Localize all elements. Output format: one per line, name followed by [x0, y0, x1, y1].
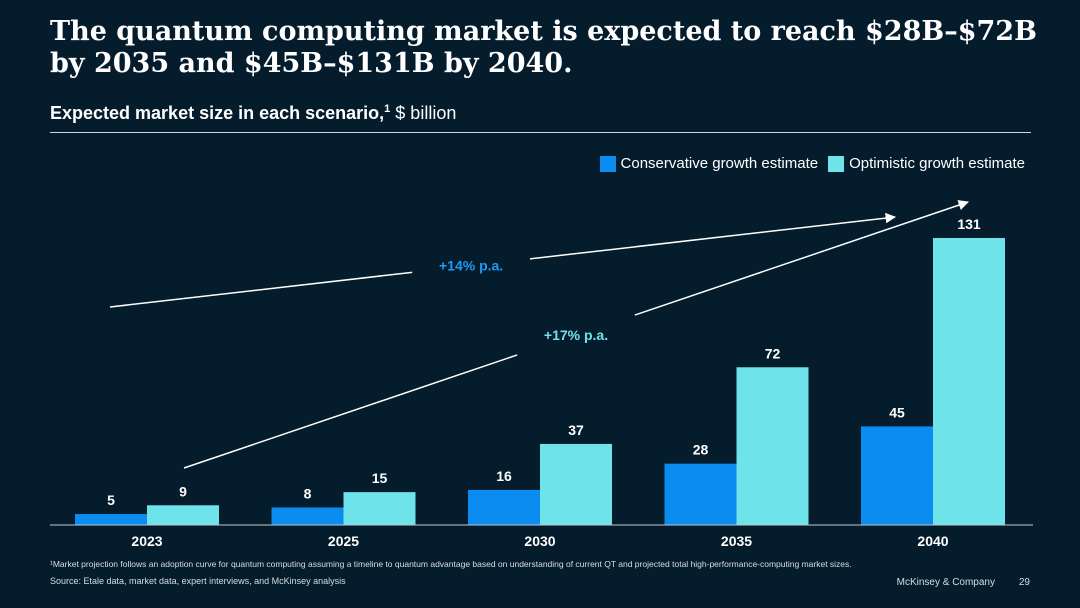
cagr-optimistic-label: +17% p.a. — [544, 327, 608, 343]
bar-conservative-2030 — [468, 489, 540, 525]
page-title: The quantum computing market is expected… — [50, 16, 1037, 79]
bar-optimistic-2035 — [736, 367, 809, 525]
x-tick-2025: 2025 — [328, 533, 359, 549]
bar-conservative-2025 — [271, 507, 344, 525]
data-label-conservative-2030: 16 — [496, 468, 512, 484]
bar-optimistic-2040 — [933, 238, 1005, 525]
brand-name: McKinsey & Company — [896, 577, 995, 588]
x-tick-2035: 2035 — [721, 533, 752, 549]
data-label-optimistic-2023: 9 — [179, 483, 187, 499]
x-tick-2030: 2030 — [524, 533, 555, 549]
data-label-conservative-2025: 8 — [304, 485, 312, 501]
data-label-optimistic-2030: 37 — [568, 422, 584, 438]
data-label-conservative-2040: 45 — [889, 404, 905, 420]
data-label-optimistic-2035: 72 — [765, 345, 781, 361]
bar-optimistic-2025 — [343, 492, 416, 525]
data-label-conservative-2035: 28 — [693, 442, 709, 458]
x-tick-2040: 2040 — [917, 533, 948, 549]
cagr-conservative-label: +14% p.a. — [439, 258, 503, 274]
bar-conservative-2040 — [861, 426, 933, 525]
subtitle-bold: Expected market size in each scenario, — [50, 103, 385, 123]
chart-subtitle: Expected market size in each scenario,1 … — [50, 103, 456, 124]
page-number: 29 — [1018, 577, 1030, 588]
data-label-optimistic-2040: 131 — [957, 216, 981, 232]
legend-item-optimistic: Optimistic growth estimate — [828, 155, 1025, 172]
legend-label-optimistic: Optimistic growth estimate — [849, 155, 1025, 172]
x-tick-2023: 2023 — [131, 533, 162, 549]
legend-item-conservative: Conservative growth estimate — [599, 155, 819, 172]
cagr-conservative-line-end — [529, 212, 897, 260]
cagr-optimistic-line-start — [183, 354, 518, 469]
bar-optimistic-2030 — [540, 443, 612, 525]
cagr-conservative-line-start — [109, 271, 413, 308]
data-label-conservative-2023: 5 — [107, 492, 115, 508]
bar-conservative-2035 — [664, 463, 737, 525]
cagr-optimistic-line-end — [634, 200, 969, 316]
chart-legend: Conservative growth estimate Optimistic … — [599, 155, 1025, 172]
bar-conservative-2023 — [75, 514, 147, 525]
subtitle-unit: $ billion — [390, 103, 457, 123]
bar-optimistic-2023 — [147, 505, 219, 525]
source-note: Source: Etale data, market data, expert … — [50, 576, 346, 586]
legend-swatch-conservative — [599, 155, 616, 172]
footnote: ¹Market projection follows an adoption c… — [50, 559, 852, 569]
legend-swatch-optimistic — [828, 155, 845, 172]
legend-label-conservative: Conservative growth estimate — [620, 155, 819, 172]
footnote-marker: 1 — [384, 103, 391, 115]
title-divider — [50, 132, 1031, 133]
data-label-optimistic-2025: 15 — [372, 470, 388, 486]
